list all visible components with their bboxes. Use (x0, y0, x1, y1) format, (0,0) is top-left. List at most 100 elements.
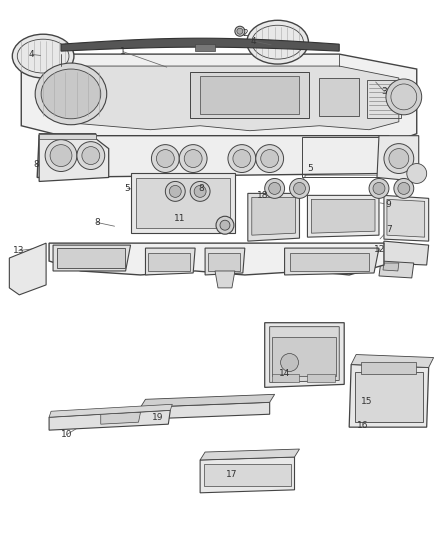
Bar (131, 173, 235, 233)
Polygon shape (49, 243, 384, 275)
Ellipse shape (77, 142, 105, 169)
Bar (204, 464, 290, 486)
Polygon shape (379, 261, 414, 278)
Text: 19: 19 (152, 413, 164, 422)
Bar (135, 179, 230, 228)
Text: 18: 18 (257, 191, 268, 200)
Ellipse shape (386, 79, 422, 115)
Ellipse shape (237, 28, 243, 34)
Ellipse shape (184, 150, 202, 167)
Polygon shape (285, 248, 379, 275)
Polygon shape (21, 54, 417, 144)
Ellipse shape (12, 34, 74, 78)
Polygon shape (383, 263, 399, 271)
Ellipse shape (50, 144, 72, 166)
Ellipse shape (190, 181, 210, 201)
Ellipse shape (165, 181, 185, 201)
Polygon shape (145, 248, 195, 275)
Bar (307, 375, 335, 382)
Ellipse shape (389, 149, 409, 168)
Polygon shape (200, 449, 300, 460)
Ellipse shape (407, 164, 427, 183)
Ellipse shape (394, 179, 414, 198)
Text: 12: 12 (374, 245, 386, 254)
Ellipse shape (194, 185, 206, 197)
Ellipse shape (247, 20, 308, 64)
Polygon shape (190, 72, 309, 118)
Ellipse shape (398, 182, 410, 195)
Bar (355, 373, 423, 422)
Ellipse shape (35, 63, 107, 125)
Text: 1: 1 (120, 47, 126, 56)
Text: 5: 5 (125, 184, 131, 193)
Polygon shape (377, 136, 419, 181)
Text: 13: 13 (13, 246, 25, 255)
Text: 17: 17 (226, 471, 238, 479)
Text: 3: 3 (381, 87, 387, 96)
Polygon shape (307, 196, 379, 237)
Ellipse shape (290, 179, 309, 198)
Polygon shape (351, 354, 434, 367)
Ellipse shape (265, 179, 285, 198)
Polygon shape (66, 66, 399, 131)
Ellipse shape (384, 144, 414, 173)
Bar (57, 248, 124, 268)
Polygon shape (141, 402, 270, 419)
Bar (208, 253, 240, 271)
Text: 10: 10 (61, 430, 72, 439)
Ellipse shape (220, 220, 230, 230)
Polygon shape (319, 78, 359, 116)
Bar (290, 253, 369, 271)
Text: 7: 7 (386, 225, 392, 234)
Polygon shape (248, 193, 300, 241)
Text: 16: 16 (357, 421, 368, 430)
Ellipse shape (45, 140, 77, 172)
Text: 11: 11 (174, 214, 186, 223)
Ellipse shape (369, 179, 389, 198)
Text: 8: 8 (33, 160, 39, 168)
Bar (272, 337, 336, 376)
Ellipse shape (179, 144, 207, 173)
Bar (361, 362, 416, 375)
Text: 15: 15 (361, 397, 373, 406)
Text: 14: 14 (279, 369, 290, 378)
Polygon shape (9, 243, 46, 295)
Polygon shape (39, 134, 109, 181)
Polygon shape (49, 404, 172, 417)
Polygon shape (205, 248, 245, 275)
Polygon shape (215, 271, 235, 288)
Polygon shape (37, 136, 389, 177)
Ellipse shape (261, 150, 279, 167)
Polygon shape (61, 38, 339, 51)
Polygon shape (265, 322, 344, 387)
Polygon shape (387, 199, 425, 237)
Ellipse shape (216, 216, 234, 234)
Polygon shape (384, 196, 429, 241)
Polygon shape (270, 327, 339, 382)
Text: 4: 4 (251, 37, 257, 46)
Polygon shape (141, 394, 275, 407)
Ellipse shape (268, 182, 281, 195)
Bar (148, 253, 190, 271)
Ellipse shape (256, 144, 283, 173)
Text: 4: 4 (29, 50, 35, 59)
Polygon shape (49, 410, 170, 430)
Bar (272, 375, 300, 382)
Polygon shape (53, 245, 131, 271)
Polygon shape (101, 412, 141, 424)
Text: 2: 2 (242, 29, 248, 38)
Bar (195, 44, 215, 51)
Ellipse shape (373, 182, 385, 195)
Ellipse shape (281, 353, 298, 372)
Ellipse shape (293, 182, 305, 195)
Ellipse shape (152, 144, 179, 173)
Polygon shape (349, 365, 429, 427)
Polygon shape (200, 76, 300, 114)
Text: 8: 8 (94, 218, 100, 227)
Text: 9: 9 (386, 200, 392, 209)
Ellipse shape (233, 150, 251, 167)
Ellipse shape (228, 144, 256, 173)
Ellipse shape (170, 185, 181, 197)
Text: 5: 5 (307, 164, 313, 173)
Polygon shape (311, 199, 375, 233)
